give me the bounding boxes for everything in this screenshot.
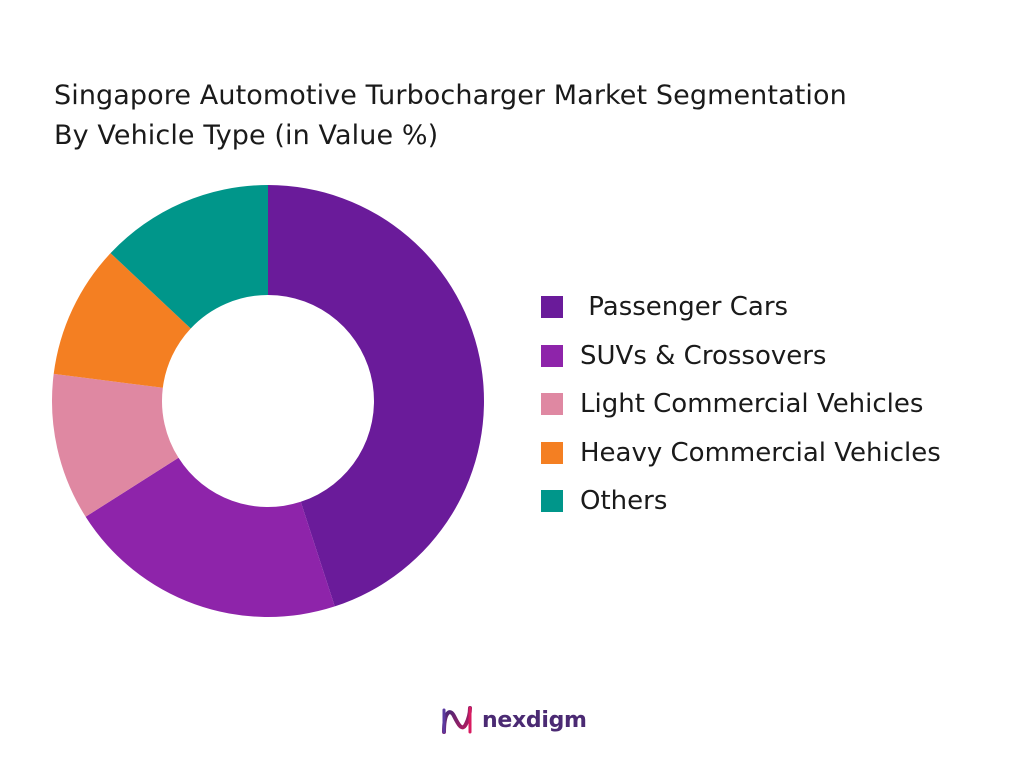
legend-label-suvs-crossovers: SUVs & Crossovers <box>580 340 827 371</box>
legend-item-light-commercial-vehicles: Light Commercial Vehicles <box>541 380 941 429</box>
legend-label-others: Others <box>580 486 668 517</box>
nexdigm-logo-text: nexdigm <box>482 707 587 733</box>
legend-label-passenger-cars: Passenger Cars <box>580 292 789 323</box>
legend-item-passenger-cars: Passenger Cars <box>541 283 941 332</box>
legend-swatch-suvs-crossovers <box>541 344 563 367</box>
legend-label-heavy-commercial-vehicles: Heavy Commercial Vehicles <box>580 437 941 468</box>
legend-swatch-heavy-commercial-vehicles <box>541 441 563 464</box>
nexdigm-logo: nexdigm <box>440 702 587 738</box>
chart-title: Singapore Automotive Turbocharger Market… <box>54 76 994 156</box>
legend-label-light-commercial-vehicles: Light Commercial Vehicles <box>580 389 924 420</box>
chart-title-line-2: By Vehicle Type (in Value %) <box>54 120 439 151</box>
donut-slice-heavy-commercial-vehicles <box>53 253 191 388</box>
legend-swatch-passenger-cars <box>541 296 563 319</box>
donut-slice-others <box>110 185 268 329</box>
legend-swatch-others <box>541 490 563 513</box>
legend-item-suvs-crossovers: SUVs & Crossovers <box>541 332 941 381</box>
donut-slice-passenger-cars <box>268 185 484 607</box>
chart-legend: Passenger Cars SUVs & Crossovers Light Com… <box>541 283 941 526</box>
donut-slice-suvs-crossovers <box>85 457 335 617</box>
legend-item-heavy-commercial-vehicles: Heavy Commercial Vehicles <box>541 429 941 478</box>
legend-swatch-light-commercial-vehicles <box>541 393 563 416</box>
donut-slice-light-commercial-vehicles <box>52 373 179 517</box>
chart-title-line-1: Singapore Automotive Turbocharger Market… <box>54 80 847 111</box>
nexdigm-logo-icon <box>442 706 472 734</box>
legend-item-others: Others <box>541 477 941 526</box>
